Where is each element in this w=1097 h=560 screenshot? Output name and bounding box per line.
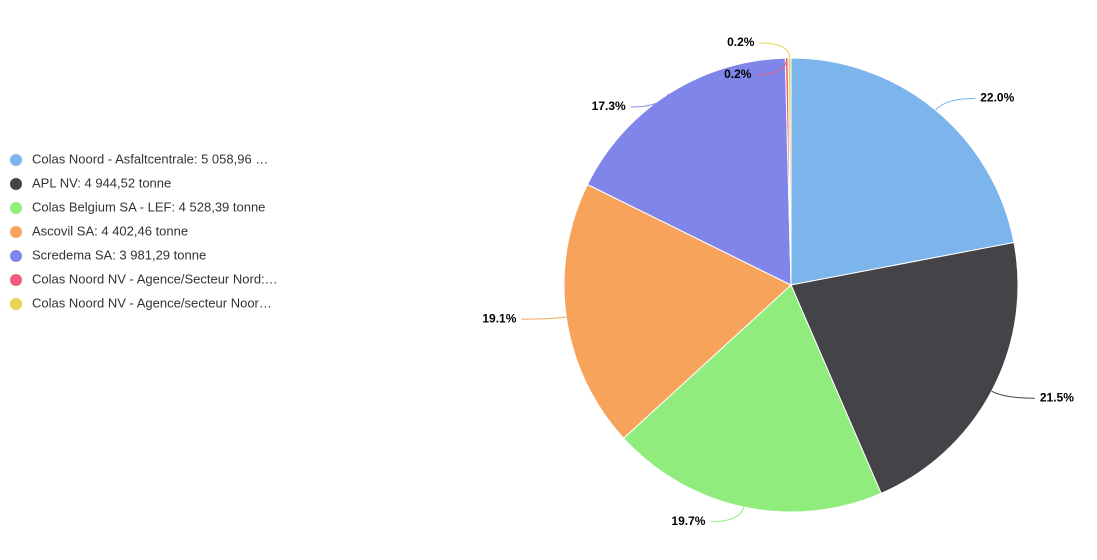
pie-slice — [790, 241, 1019, 494]
legend-marker[interactable] — [10, 274, 22, 286]
legend-label[interactable]: Scredema SA: 3 981,29 tonne — [32, 247, 206, 262]
legend-label[interactable]: Colas Belgium SA - LEF: 4 528,39 tonne — [32, 199, 265, 214]
legend-marker[interactable] — [10, 202, 22, 214]
data-label: 22.0% — [980, 91, 1014, 105]
pie-slice — [622, 284, 882, 513]
connector — [710, 506, 745, 523]
data-label: 19.1% — [482, 311, 516, 325]
connector — [521, 316, 567, 320]
legend-marker[interactable] — [10, 250, 22, 262]
data-label: 21.5% — [1040, 390, 1074, 404]
legend-label[interactable]: APL NV: 4 944,52 tonne — [32, 175, 171, 190]
legend-marker[interactable] — [10, 178, 22, 190]
data-label: 19.7% — [671, 514, 705, 528]
pie-slice — [790, 57, 1015, 286]
connector — [630, 93, 670, 108]
legend-label[interactable]: Colas Noord NV - Agence/Secteur Nord:… — [32, 271, 278, 286]
connector — [991, 390, 1035, 399]
legend-label[interactable]: Colas Noord - Asfaltcentrale: 5 058,96 … — [32, 151, 268, 166]
legend-marker[interactable] — [10, 154, 22, 166]
legend-marker[interactable] — [10, 226, 22, 238]
connector — [756, 58, 788, 76]
legend-label[interactable]: Ascovil SA: 4 402,46 tonne — [32, 223, 188, 238]
legend-label[interactable]: Colas Noord NV - Agence/secteur Noor… — [32, 295, 272, 310]
data-label: 0.2% — [724, 67, 752, 81]
legend-marker[interactable] — [10, 298, 22, 310]
connector — [935, 98, 976, 111]
data-label: 0.2% — [727, 35, 755, 49]
connector — [759, 42, 791, 59]
data-label: 17.3% — [592, 99, 626, 113]
